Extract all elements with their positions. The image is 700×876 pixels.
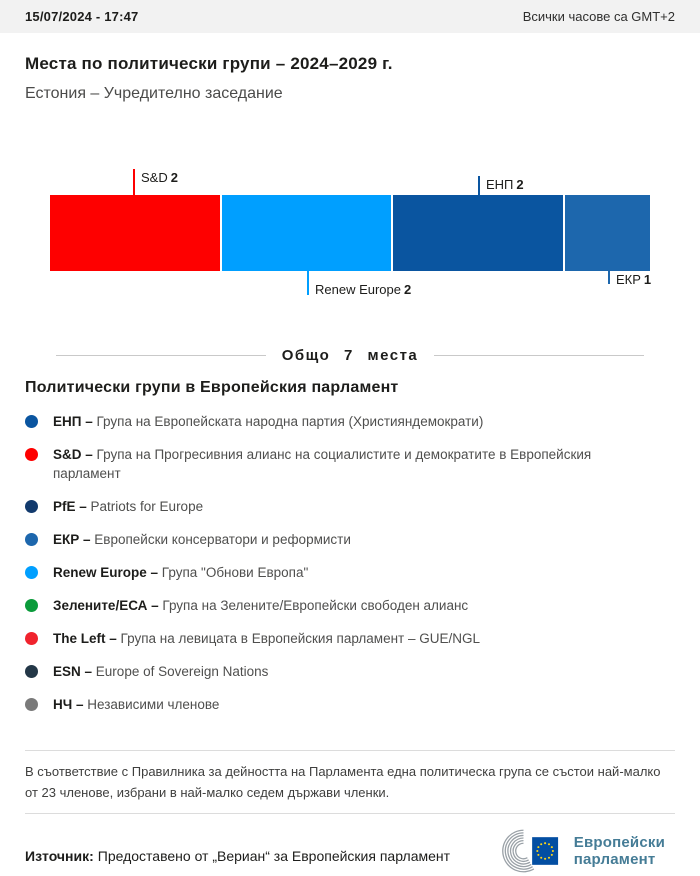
header-bar: 15/07/2024 - 17:47 Всички часове са GMT+… [0,0,700,33]
total-seats-label: Общо 7 места [281,347,419,364]
legend-item-sd: S&D – Група на Прогресивния алианс на со… [25,445,675,483]
esn-color-dot [25,665,38,678]
bar-segment-ecr [565,195,651,271]
label-ecr-seats: 1 [643,272,652,287]
ep-logo-line1: Европейски [573,833,665,851]
timezone-note: Всички часове са GMT+2 [522,9,675,24]
legend-desc: Група "Обнови Европа" [161,565,309,580]
legend-desc: Europe of Sovereign Nations [95,664,269,679]
label-epp-name: ЕНП [486,177,514,192]
legend-abbr: НЧ – [53,697,84,712]
renew-color-dot [25,566,38,579]
page-title: Места по политически групи – 2024–2029 г… [25,54,393,73]
legend-item-epp: ЕНП – Група на Европейската народна парт… [25,412,675,431]
source-label: Източник: [25,847,94,864]
legend-abbr: ESN – [53,664,93,679]
legend-item-pfe: PfE – Patriots for Europe [25,497,675,516]
eu-flag-stars [536,841,554,860]
chart-bottom-labels: Renew Europe 2 ЕКР 1 [50,271,652,301]
ecr-color-dot [25,533,38,546]
legend-desc: Група на Европейската народна партия (Хр… [96,414,484,429]
legend-desc: Група на Зелените/Европейски свободен ал… [162,598,469,613]
seats-bar-chart: S&D 2 ЕНП 2 Renew Europe 2 ЕКР 1 [50,165,652,301]
bar-segment-renew [221,195,392,271]
chart-top-labels: S&D 2 ЕНП 2 [50,165,650,195]
total-seats-divider: Общо 7 места [56,347,645,364]
source-divider [25,812,675,814]
legend-abbr: ЕНП – [53,414,93,429]
label-ecr: ЕКР 1 [608,271,652,287]
tick-renew [307,271,309,295]
footnote-text: В съответствие с Правилника за дейността… [25,764,661,800]
divider-line-right [434,355,645,356]
legend-item-esn: ESN – Europe of Sovereign Nations [25,662,675,681]
eu-flag [531,836,558,865]
legend-abbr: The Left – [53,631,117,646]
left-color-dot [25,632,38,645]
ep-logo-wordmark: Европейски парламент [574,834,665,868]
label-sd: S&D 2 [133,169,178,195]
label-ecr-name: ЕКР [616,272,641,287]
legend-desc: Група на левицата в Европейския парламен… [120,631,480,646]
divider-line-left [56,355,266,356]
legend-item-ecr: ЕКР – Европейски консерватори и реформис… [25,530,675,549]
label-renew-seats: 2 [404,282,412,297]
legend-desc: Европейски консерватори и реформисти [94,532,351,547]
label-epp-seats: 2 [516,177,524,192]
tick-sd [133,169,135,195]
ni-color-dot [25,698,38,711]
legend-item-greens: Зелените/ЕСА – Група на Зелените/Европей… [25,596,675,615]
label-renew-name: Renew Europe [315,282,401,297]
label-renew: Renew Europe 2 [307,271,412,297]
legend-abbr: S&D – [53,447,93,462]
legend-abbr: Renew Europe – [53,565,159,580]
source-text: Предоставено от „Вериан“ за Европейския … [97,847,451,864]
footnote-divider [25,750,675,751]
legend-item-renew: Renew Europe – Група "Обнови Европа" [25,563,675,582]
legend-abbr: PfE – [53,499,87,514]
legend-abbr: ЕКР – [53,532,91,547]
legend-item-ni: НЧ – Независими членове [25,695,675,714]
page-subtitle: Естония – Учредително заседание [25,85,283,102]
bar-segment-sd [50,195,220,271]
legend-heading: Политически групи в Европейския парламен… [25,379,399,396]
epp-color-dot [25,415,38,428]
tick-ecr [608,271,610,284]
label-sd-name: S&D [141,170,168,185]
legend-list: ЕНП – Група на Европейската народна парт… [25,412,675,714]
legend-abbr: Зелените/ЕСА – [53,598,159,613]
legend-desc: Група на Прогресивния алианс на социалис… [53,447,592,481]
sd-color-dot [25,448,38,461]
ep-hemicycle-flag-icon [501,829,558,872]
source-row: Източник: Предоставено от „Вериан“ за Евр… [25,826,675,876]
label-epp: ЕНП 2 [478,176,524,195]
stacked-bar [50,195,651,271]
label-sd-seats: 2 [170,170,178,185]
greens-color-dot [25,599,38,612]
tick-epp [478,176,480,195]
bar-segment-epp [393,195,564,271]
pfe-color-dot [25,500,38,513]
european-parliament-logo: Европейски парламент [501,826,665,876]
report-datetime: 15/07/2024 - 17:47 [25,9,139,24]
ep-logo-line2: парламент [573,850,656,868]
legend-desc: Независими членове [87,697,220,712]
legend-desc: Patriots for Europe [90,499,204,514]
legend-item-left: The Left – Група на левицата в Европейск… [25,629,675,648]
